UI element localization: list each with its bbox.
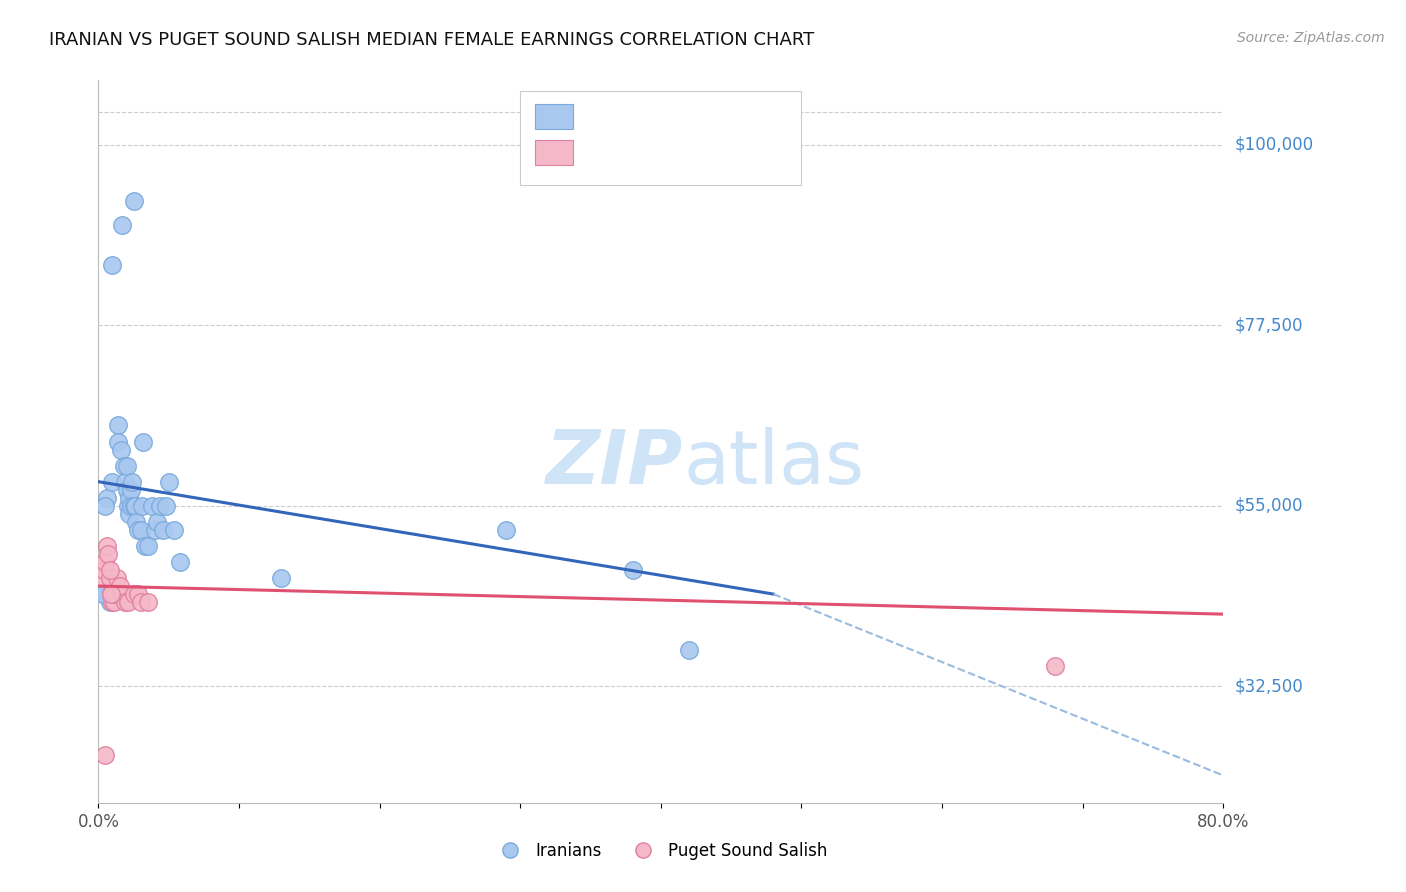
Point [101, 595, 124, 609]
FancyBboxPatch shape [534, 104, 574, 128]
Point [118, 491, 141, 505]
FancyBboxPatch shape [520, 91, 801, 185]
Point [120, 483, 142, 497]
Text: R =: R = [579, 107, 616, 126]
Text: atlas: atlas [683, 426, 865, 500]
Point [104, 587, 127, 601]
Point [152, 523, 174, 537]
Point [90, 563, 112, 577]
Text: 24: 24 [711, 144, 735, 161]
Point [122, 194, 145, 208]
Point [91, 587, 114, 601]
Point [169, 555, 191, 569]
Point [112, 458, 135, 473]
Point [117, 595, 139, 609]
Point [94, 747, 117, 762]
Text: Source: ZipAtlas.com: Source: ZipAtlas.com [1237, 31, 1385, 45]
Point [114, 475, 136, 489]
Point [157, 475, 180, 489]
Point [122, 587, 145, 601]
Point [129, 523, 152, 537]
Point [155, 499, 177, 513]
Point [117, 499, 139, 513]
Text: $32,500: $32,500 [1234, 677, 1303, 696]
Text: ZIP: ZIP [546, 426, 683, 500]
Point [136, 595, 159, 609]
Point [114, 595, 136, 609]
Point [94, 555, 117, 569]
Text: $100,000: $100,000 [1234, 136, 1313, 153]
Point [678, 643, 700, 657]
Point [111, 587, 134, 601]
Point [143, 523, 166, 537]
Text: 46: 46 [711, 107, 734, 126]
Point [127, 587, 149, 601]
Point [127, 523, 149, 537]
Text: $55,000: $55,000 [1234, 497, 1303, 515]
Point [270, 571, 292, 585]
Text: N =: N = [678, 144, 714, 161]
FancyBboxPatch shape [534, 140, 574, 165]
Point [124, 499, 146, 513]
Point [125, 515, 148, 529]
Point [134, 539, 156, 553]
Point [98, 571, 121, 585]
Point [98, 563, 121, 577]
Point [107, 418, 129, 433]
Text: -0.314: -0.314 [616, 107, 675, 126]
Point [107, 434, 129, 449]
Point [129, 595, 152, 609]
Point [163, 523, 186, 537]
Point [100, 587, 122, 601]
Text: IRANIAN VS PUGET SOUND SALISH MEDIAN FEMALE EARNINGS CORRELATION CHART: IRANIAN VS PUGET SOUND SALISH MEDIAN FEM… [49, 31, 814, 49]
Point [94, 499, 117, 513]
Legend: Iranians, Puget Sound Salish: Iranians, Puget Sound Salish [486, 836, 835, 867]
Text: R =: R = [579, 144, 616, 161]
Point [122, 499, 145, 513]
Text: -0.113: -0.113 [616, 144, 675, 161]
Point [96, 539, 118, 553]
Point [495, 523, 517, 537]
Point [120, 499, 142, 513]
Point [115, 483, 138, 497]
Point [98, 595, 121, 609]
Point [131, 499, 153, 513]
Text: $77,500: $77,500 [1234, 316, 1303, 334]
Point [97, 547, 120, 561]
Point [101, 475, 124, 489]
Point [100, 587, 122, 601]
Point [103, 595, 125, 609]
Point [91, 571, 114, 585]
Point [105, 571, 128, 585]
Point [101, 258, 124, 272]
Point [146, 515, 169, 529]
Point [108, 579, 131, 593]
Point [97, 587, 120, 601]
Point [141, 499, 163, 513]
Point [93, 587, 115, 601]
Point [100, 587, 122, 601]
Point [149, 499, 172, 513]
Point [111, 218, 134, 232]
Point [96, 491, 118, 505]
Point [136, 539, 159, 553]
Text: N =: N = [678, 107, 714, 126]
Point [1043, 659, 1066, 673]
Point [121, 475, 143, 489]
Point [115, 458, 138, 473]
Point [132, 434, 155, 449]
Point [110, 442, 132, 457]
Point [93, 563, 115, 577]
Point [118, 507, 141, 521]
Point [621, 563, 644, 577]
